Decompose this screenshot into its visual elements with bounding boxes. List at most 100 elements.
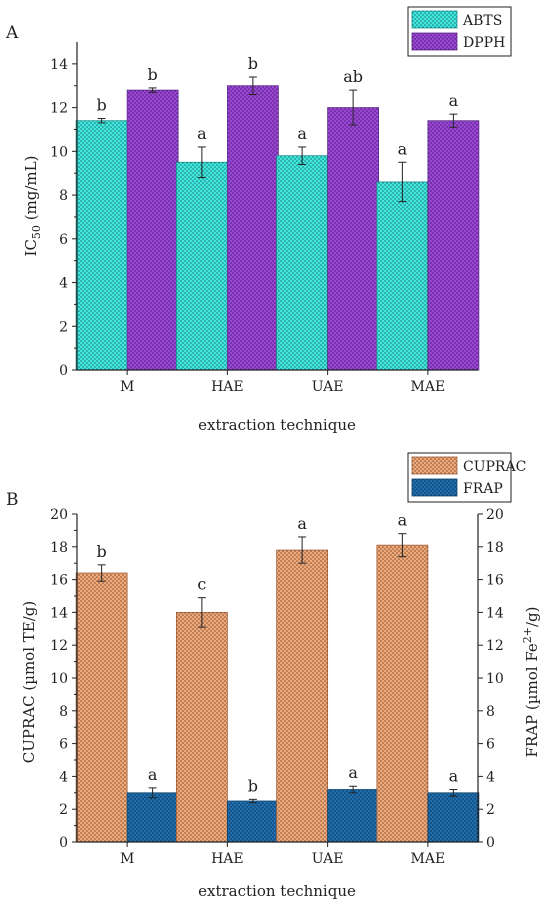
panel-b-y2-tick-label: 20 [486, 507, 504, 523]
panel-a-bar-texture-abts-hae [175, 161, 228, 371]
panel-b-bar-texture-frap-uae [327, 789, 380, 843]
panel-b-y2-axis-label-sup: 2+ [521, 627, 534, 643]
panel-b-bars: b a c b a a a a [75, 511, 480, 843]
panel-b-y-tick-label: 20 [50, 507, 68, 523]
panel-a-y-tick-label: 10 [50, 144, 68, 160]
panel-b-bar-texture-frap-hae [226, 800, 279, 843]
panel-b-y-tick-label: 12 [50, 638, 68, 654]
panel-a-bar-texture-abts-uae [276, 155, 329, 371]
panel-a-legend-swatch-texture-abts [412, 11, 457, 28]
panel-a-significance-letter: a [197, 124, 207, 143]
panel-b-y2-tick-label: 2 [486, 802, 495, 818]
panel-a-bar-texture-dpph-mae [427, 120, 480, 371]
panel-a-y-tick-label: 0 [59, 363, 68, 379]
panel-b-y2-tick-label: 12 [486, 638, 504, 654]
panel-a-y-tick-label: 12 [50, 101, 68, 117]
panel-a-x-tick-label: HAE [211, 379, 244, 395]
chart-panel-b: B b a c b a a a a M HAE UAE MAE 0 2 4 6 8 10 12 14 16 18 20 0 2… [6, 452, 541, 900]
panel-b-x-tick-label: MAE [411, 851, 446, 867]
panel-a-y-axis-label: IC50 (mg/mL) [22, 156, 43, 257]
panel-b-y-tick-label: 16 [50, 573, 68, 589]
panel-b-x-tick-label: UAE [312, 851, 344, 867]
panel-a-significance-letter: ab [343, 67, 363, 86]
panel-b-legend-swatch-texture-cuprac [412, 457, 457, 474]
panel-a-y-tick-label: 8 [59, 188, 68, 204]
panel-b-y2-tick-label: 14 [486, 605, 504, 621]
panel-a-y-tick-label: 6 [59, 232, 68, 248]
panel-a-legend: ABTS DPPH [407, 6, 512, 57]
panel-b-bar-texture-cuprac-m [75, 572, 128, 843]
panel-b-y-tick-label: 4 [59, 769, 68, 785]
panel-a-bar-texture-abts-mae [376, 181, 429, 371]
panel-b-y-tick-label: 8 [59, 704, 68, 720]
panel-a-ticks: M HAE UAE MAE 0 2 4 6 8 10 12 14 [50, 57, 445, 395]
panel-a-bar-texture-dpph-hae [226, 85, 279, 371]
panel-b-y2-tick-label: 0 [486, 835, 495, 851]
panel-a-y-tick-label: 2 [59, 319, 68, 335]
panel-a-x-tick-label: M [120, 379, 134, 395]
panel-b-y2-tick-label: 16 [486, 573, 504, 589]
panel-b-significance-letter: a [348, 763, 358, 782]
panel-b-significance-letter: a [148, 765, 158, 784]
panel-a-x-tick-label: MAE [411, 379, 446, 395]
panel-a-x-tick-label: UAE [312, 379, 344, 395]
panel-b-y2-axis-label-main: FRAP (µmol Fe [523, 643, 541, 757]
panel-b-x-tick-label: HAE [211, 851, 244, 867]
panel-a-y-axis-label-unit: (mg/mL) [22, 156, 40, 226]
panel-a-legend-swatch-texture-dpph [412, 33, 457, 50]
panel-b-legend-label-frap: FRAP [463, 481, 503, 497]
panel-b-y2-axis-label: FRAP (µmol Fe2+/g) [521, 606, 541, 757]
panel-b-legend-swatch-texture-frap [412, 479, 457, 496]
panel-a-significance-letter: a [449, 91, 459, 110]
panel-b-y2-tick-label: 8 [486, 704, 495, 720]
panel-a-legend-label-abts: ABTS [462, 13, 502, 29]
panel-a-axes [76, 42, 478, 371]
panel-b-y2-tick-label: 18 [486, 540, 504, 556]
panel-a-significance-letter: b [248, 54, 258, 73]
panel-b-bar-texture-frap-mae [427, 792, 480, 843]
panel-b-letter: B [6, 490, 19, 510]
panel-a-significance-letter: a [398, 139, 408, 158]
panel-a-significance-letter: b [148, 65, 158, 84]
panel-b-bar-texture-frap-m [126, 792, 179, 843]
panel-a-y-axis-label-sub: 50 [30, 225, 43, 239]
panel-a-y-tick-label: 14 [50, 57, 68, 73]
panel-b-y-tick-label: 14 [50, 605, 68, 621]
panel-b-legend-label-cuprac: CUPRAC [463, 459, 526, 475]
panel-b-legend: CUPRAC FRAP [407, 452, 526, 503]
panel-b-bar-texture-cuprac-hae [175, 612, 228, 843]
panel-a-bar-texture-abts-m [75, 120, 128, 371]
panel-b-y2-axis-label-end: /g) [523, 606, 541, 627]
panel-a-bar-texture-dpph-uae [327, 107, 380, 371]
panel-a-letter: A [5, 23, 19, 43]
panel-b-x-tick-label: M [120, 851, 134, 867]
panel-a-y-tick-label: 4 [59, 276, 68, 292]
panel-b-y-tick-label: 18 [50, 540, 68, 556]
panel-a-x-axis-label: extraction technique [198, 416, 356, 434]
panel-b-y2-tick-label: 4 [486, 769, 495, 785]
panel-a-bar-texture-dpph-m [126, 89, 179, 371]
panel-b-y2-tick-label: 6 [486, 737, 495, 753]
panel-b-y-axis-label: CUPRAC (µmol TE/g) [20, 601, 38, 763]
panel-b-significance-letter: c [197, 575, 206, 594]
panel-b-y-tick-label: 2 [59, 802, 68, 818]
panel-b-bar-texture-cuprac-mae [376, 544, 429, 843]
panel-b-significance-letter: a [297, 514, 307, 533]
panel-a-significance-letter: b [97, 96, 107, 115]
panel-a-significance-letter: a [297, 124, 307, 143]
panel-b-significance-letter: b [97, 542, 107, 561]
panel-a-legend-label-dpph: DPPH [463, 35, 505, 51]
panel-b-y-tick-label: 10 [50, 671, 68, 687]
panel-b-significance-letter: a [449, 767, 459, 786]
panel-b-significance-letter: b [248, 776, 258, 795]
panel-b-bar-texture-cuprac-uae [276, 549, 329, 843]
panel-b-y2-tick-label: 10 [486, 671, 504, 687]
panel-b-ticks: M HAE UAE MAE 0 2 4 6 8 10 12 14 16 18 20 0 2 4 6 8 10 12 14 16… [50, 507, 504, 867]
panel-a-y-axis-label-main: IC [22, 239, 40, 256]
panel-b-y-tick-label: 0 [59, 835, 68, 851]
panel-b-x-axis-label: extraction technique [198, 882, 356, 900]
panel-b-significance-letter: a [398, 511, 408, 530]
